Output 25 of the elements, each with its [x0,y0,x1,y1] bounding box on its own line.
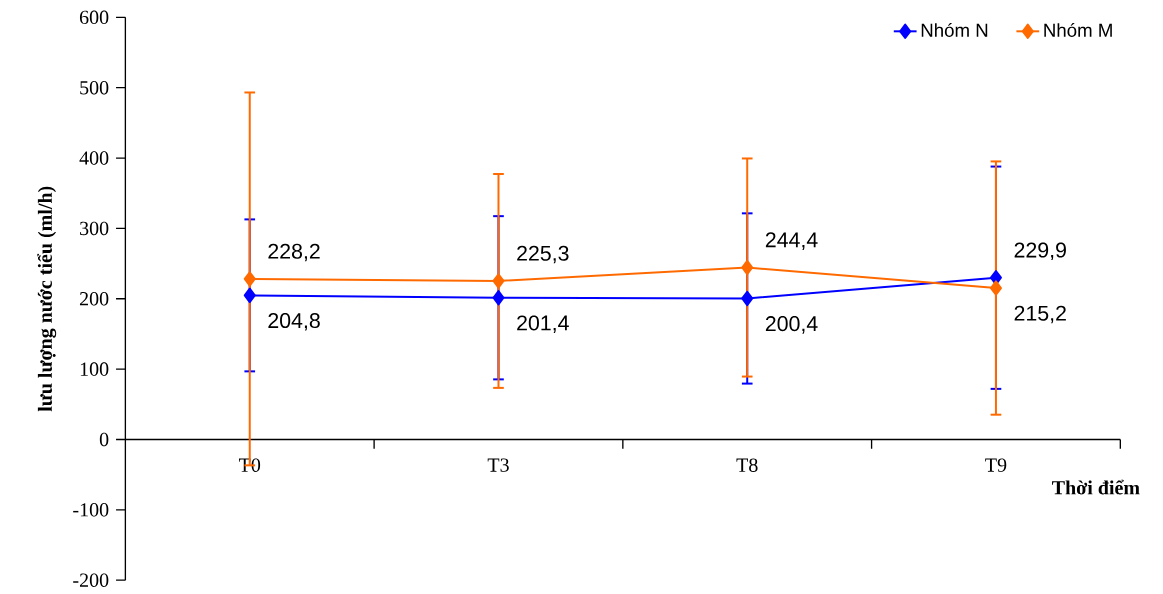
data-label: 244,4 [765,232,818,251]
data-label: 228,2 [268,243,320,262]
y-tick-label: 400 [79,151,109,166]
y-tick-label: -100 [73,503,109,517]
y-tick-label: 300 [80,221,109,236]
data-label: 229,9 [1014,242,1066,261]
data-label: 200,4 [765,316,818,334]
x-tick-label: T8 [736,458,758,473]
y-axis-title: lưu lượng nước tiểu (ml/h) [37,186,57,412]
legend-label: Nhóm N [921,23,988,38]
y-tick-label: 600 [79,10,109,25]
x-tick-label: T9 [985,458,1007,473]
data-label: 201,4 [517,315,569,334]
data-label: 204,8 [268,313,320,331]
x-tick-label: T3 [487,458,509,473]
x-tick-label: T0 [238,458,261,473]
legend-label: Nhóm M [1044,23,1112,38]
x-axis-title: Thời điểm [1052,479,1140,495]
y-tick-label: 500 [80,81,109,95]
data-label: 225,3 [517,245,569,264]
y-tick-label: -200 [73,573,109,588]
y-tick-label: 200 [79,292,109,306]
data-label: 215,2 [1014,305,1066,324]
y-tick-label: 100 [80,362,109,377]
y-tick-label: 0 [99,432,109,447]
